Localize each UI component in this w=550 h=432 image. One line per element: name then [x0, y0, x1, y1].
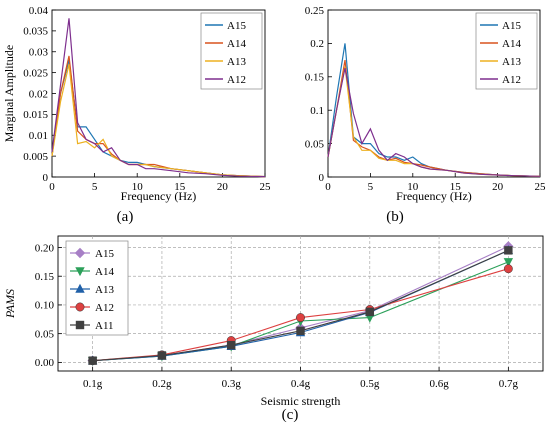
x-tick-label: 10 [407, 181, 419, 193]
y-tick-label: 0 [43, 172, 49, 184]
legend-marker-A12 [75, 302, 85, 312]
x-tick-label: 0.6g [429, 378, 449, 390]
y-tick-label: 0.015 [23, 109, 48, 121]
x-tick-label: 0 [325, 181, 331, 193]
x-tick-label: 10 [132, 181, 144, 193]
data-point-A12 [503, 264, 513, 274]
y-tick-label: 0.00 [35, 357, 55, 369]
x-tick-label: 15 [174, 181, 186, 193]
chart-panel-1: 0 0.005 0.01 0.015 0.02 0.025 0.03 0.035 0.04 0 5 1… [2, 5, 271, 225]
y-tick-label: 0.10 [35, 300, 55, 312]
legend-label-A15: A15 [95, 248, 114, 260]
x-tick-label: 0.5g [360, 378, 380, 390]
y-tick-label: 0.02 [29, 88, 48, 100]
legend-label-A11: A11 [95, 320, 114, 332]
x-tick-label: 20 [217, 181, 229, 193]
series-line-A12 [327, 67, 541, 177]
y-tick-label: 0.005 [23, 151, 48, 163]
data-point-A11 [88, 356, 97, 365]
legend-label-A15: A15 [227, 20, 246, 32]
panel-label: (b) [386, 209, 404, 225]
y-tick-label: 0.25 [305, 5, 325, 17]
legend-marker-A11 [75, 320, 85, 330]
legend-label-A12: A12 [502, 74, 521, 86]
x-axis-label: Frequency (Hz) [396, 189, 472, 203]
y-tick-label: 0.05 [305, 138, 325, 150]
legend-label-A14: A14 [95, 266, 114, 278]
legend-box [65, 240, 129, 336]
y-tick-label: 0.035 [23, 26, 48, 38]
data-point-A11 [227, 340, 236, 350]
panel-label: (a) [117, 209, 134, 225]
x-axis-label: Seismic strength [261, 394, 341, 408]
x-tick-label: 0.3g [222, 378, 242, 390]
y-tick-label: 0.15 [35, 271, 55, 283]
chart-panel-2: 0 0.05 0.1 0.15 0.2 0.25 0 5 10 15 20 25 A15 A14 A13 A1… [305, 5, 546, 225]
chart-panel-3: 0.00 0.05 0.10 0.15 0.20 0.1g 0.2g 0.3g 0.4g 0.5g… [3, 235, 544, 423]
y-tick-label: 0.04 [29, 5, 49, 17]
y-tick-label: 0.05 [35, 328, 55, 340]
legend-label-A13: A13 [95, 284, 114, 296]
y-tick-label: 0.2 [310, 38, 324, 50]
x-tick-label: 0.4g [291, 378, 311, 390]
x-axis-label: Frequency (Hz) [121, 189, 197, 203]
data-point-A11 [504, 246, 513, 255]
legend-label-A14: A14 [502, 38, 521, 50]
y-tick-label: 0 [319, 172, 325, 184]
x-tick-label: 0.2g [152, 378, 172, 390]
y-tick-label: 0.01 [29, 130, 48, 142]
y-tick-label: 0.1 [310, 105, 324, 117]
legend-label-A15: A15 [502, 20, 521, 32]
series-line-A11 [92, 249, 509, 362]
legend-label-A13: A13 [502, 56, 521, 68]
y-tick-label: 0.15 [305, 72, 325, 84]
legend-label-A13: A13 [227, 56, 246, 68]
x-tick-label: 20 [492, 181, 504, 193]
y-axis-label: Marginal Amplitude [2, 45, 16, 142]
data-point-A11 [296, 326, 305, 335]
legend-marker-A14 [75, 267, 85, 277]
y-tick-label: 0.20 [35, 242, 55, 254]
x-tick-label: 5 [368, 181, 374, 193]
legend-marker-A15 [74, 247, 86, 259]
legend-label-A12: A12 [95, 302, 114, 314]
data-point-A11 [157, 351, 167, 360]
data-point-A11 [365, 307, 374, 317]
y-tick-label: 0.03 [29, 47, 49, 59]
y-tick-label: 0.025 [23, 67, 48, 79]
series-line-A12 [51, 18, 266, 178]
x-tick-label: 0.7g [499, 378, 519, 390]
legend-label-A14: A14 [227, 38, 246, 50]
x-tick-label: 25 [260, 181, 272, 193]
panel-label: (c) [282, 407, 299, 423]
x-tick-label: 5 [92, 181, 98, 193]
x-tick-label: 15 [450, 181, 462, 193]
x-tick-label: 0.1g [83, 378, 103, 390]
legend-marker-A13 [75, 283, 85, 293]
data-point-A12 [296, 313, 305, 323]
legend-label-A12: A12 [227, 74, 246, 86]
data-point-A14 [503, 258, 514, 268]
x-tick-label: 25 [535, 181, 547, 193]
x-tick-label: 0 [49, 181, 55, 193]
y-axis-label: PAMS [3, 289, 17, 319]
